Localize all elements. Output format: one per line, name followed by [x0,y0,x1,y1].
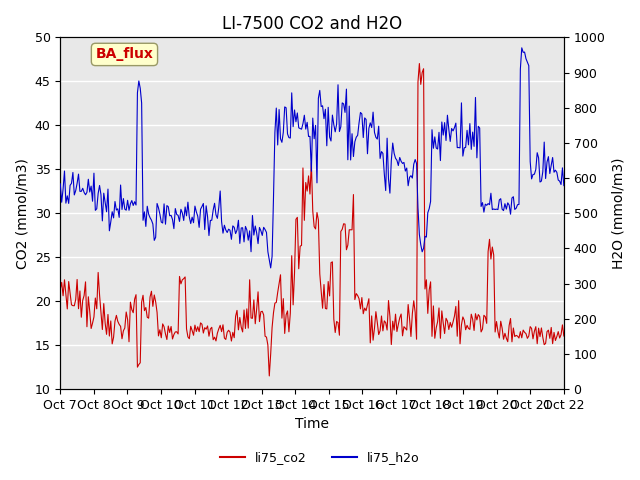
Y-axis label: CO2 (mmol/m3): CO2 (mmol/m3) [15,158,29,269]
X-axis label: Time: Time [295,418,329,432]
Text: BA_flux: BA_flux [95,48,154,61]
Title: LI-7500 CO2 and H2O: LI-7500 CO2 and H2O [222,15,402,33]
Legend: li75_co2, li75_h2o: li75_co2, li75_h2o [215,446,425,469]
Y-axis label: H2O (mmol/m3): H2O (mmol/m3) [611,157,625,269]
